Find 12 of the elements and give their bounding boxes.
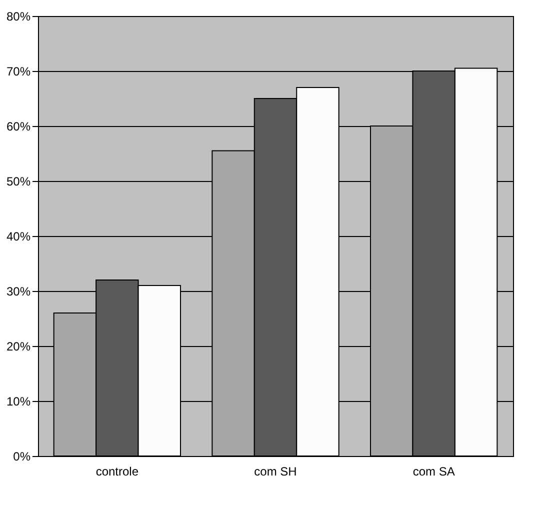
y-tick-label: 70% — [6, 64, 31, 78]
x-tick-label: com SH — [254, 464, 297, 478]
x-tick-label: controle — [96, 464, 139, 478]
y-tick-label: 20% — [6, 340, 31, 354]
x-tick-label: com SA — [412, 464, 455, 478]
y-tick-label: 40% — [6, 230, 31, 244]
y-tick-label: 0% — [13, 450, 31, 464]
y-tick-label: 60% — [6, 120, 31, 134]
y-tick-label: 80% — [6, 10, 31, 24]
y-tick-label: 30% — [6, 284, 31, 298]
y-tick-label: 50% — [6, 174, 31, 188]
y-tick-label: 10% — [6, 394, 31, 408]
